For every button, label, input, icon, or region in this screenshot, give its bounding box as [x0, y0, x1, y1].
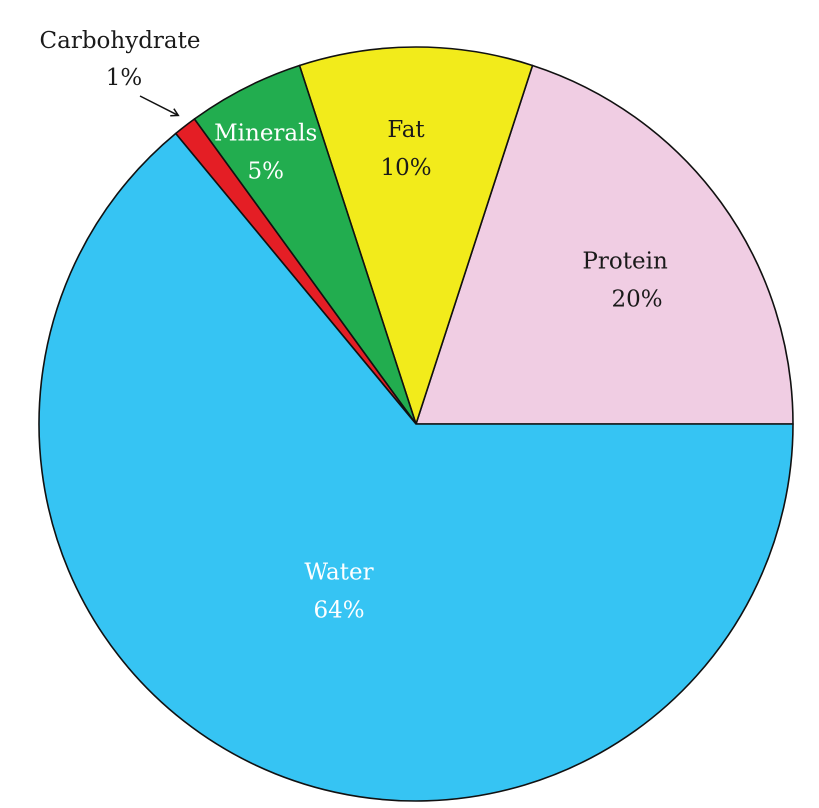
slice-label-minerals: Minerals — [214, 121, 317, 147]
slice-value-protein: 20% — [612, 287, 663, 313]
slice-value-carbohydrate: 1% — [106, 65, 143, 91]
pie-slice-protein — [415, 64, 794, 425]
slice-value-fat: 10% — [380, 155, 431, 181]
slice-value-minerals: 5% — [247, 159, 284, 185]
slice-label-fat: Fat — [387, 117, 425, 143]
slice-value-water: 64% — [313, 598, 364, 624]
slice-label-carbohydrate: Carbohydrate — [40, 28, 201, 54]
pie-slice-fat — [298, 46, 534, 425]
slice-label-water: Water — [304, 560, 373, 586]
callout-arrow-carbohydrate — [139, 95, 180, 117]
slice-label-protein: Protein — [582, 249, 668, 275]
pie-slice-water — [38, 132, 794, 802]
